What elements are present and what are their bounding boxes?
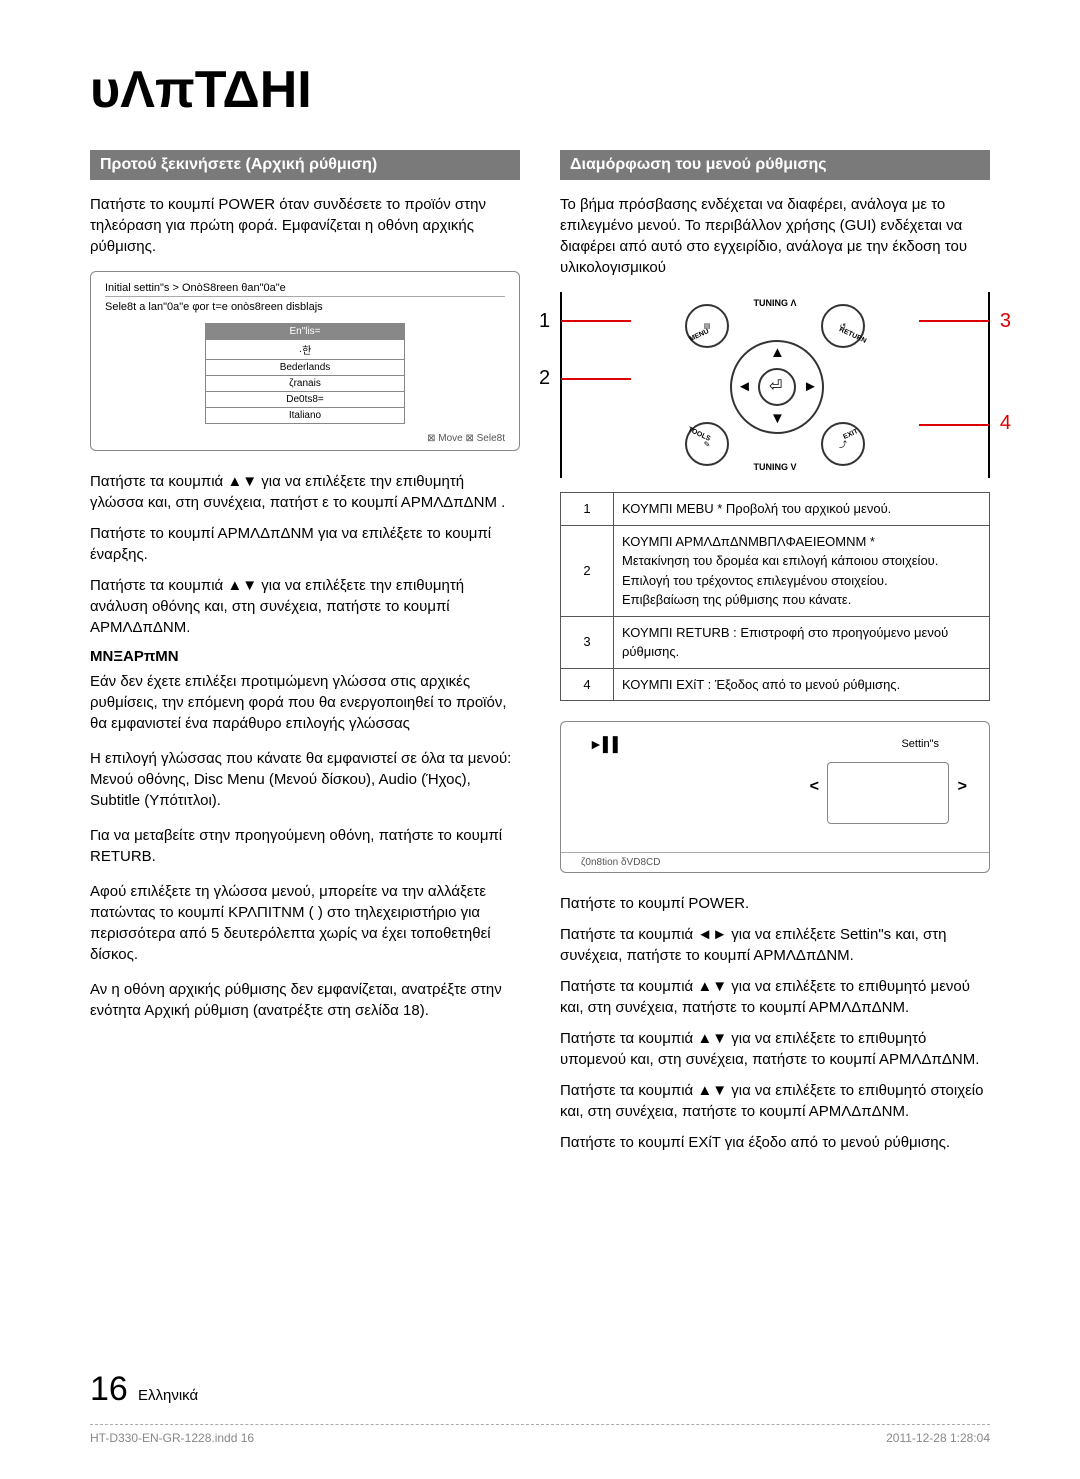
tuning-up-label: TUNING Λ xyxy=(753,298,796,308)
left-step-4: Πατήστε τα κουμπιά ▲▼ για να επιλέξετε τ… xyxy=(90,575,520,638)
right-step: Πατήστε το κουμπί POWER. xyxy=(560,893,990,914)
table-num: 2 xyxy=(561,525,614,616)
left-section-header: Προτού ξεκινήσετε (Αρχική ρύθμιση) xyxy=(90,150,520,180)
note-para: Εάν δεν έχετε επιλέξει προτιμώμενη γλώσσ… xyxy=(90,671,520,734)
callout-4: 4 xyxy=(1000,412,1011,435)
screen-footer: ⊠ Move ⊠ Sele8t xyxy=(105,433,505,444)
lang-item[interactable]: En"lis= xyxy=(205,323,405,340)
note-para: Αν η οθόνη αρχικής ρύθμισης δεν εμφανίζε… xyxy=(90,979,520,1021)
right-step: Πατήστε το κουμπί ΕΧίΤ για έξοδο από το … xyxy=(560,1132,990,1153)
table-row: 4 ΚΟΥΜΠΙ ΕΧίΤ : Έξοδος από το μενού ρύθμ… xyxy=(561,668,990,701)
left-step-1: Πατήστε το κουμπί POWER όταν συνδέσετε τ… xyxy=(90,194,520,257)
page-title: υΛπΤΔΗΙ xyxy=(90,60,990,120)
columns: Προτού ξεκινήσετε (Αρχική ρύθμιση) Πατήσ… xyxy=(90,150,990,1163)
left-step-2: Πατήστε τα κουμπιά ▲▼ για να επιλέξετε τ… xyxy=(90,471,520,513)
note-para: Αφού επιλέξετε τη γλώσσα μενού, μπορείτε… xyxy=(90,881,520,965)
osd-settings-label: Settin"s xyxy=(901,738,939,750)
exit-button[interactable]: ⤴ xyxy=(821,422,865,466)
enter-icon: ⏎ xyxy=(769,376,782,396)
footer-meta: HT-D330-EN-GR-1228.indd 16 2011-12-28 1:… xyxy=(90,1424,990,1445)
lang-item[interactable]: ζranais xyxy=(205,375,405,392)
osd-right-arrow[interactable]: > xyxy=(958,778,967,796)
table-desc: ΚΟΥΜΠΙ ΑΡΜΛΔπΔΝΜΒΠΛΦΑΕΙΕΟΜΝΜ * Μετακίνησ… xyxy=(614,525,990,616)
table-num: 4 xyxy=(561,668,614,701)
table-row: 3 ΚΟΥΜΠΙ RETURB : Επιστροφή στο προηγούμ… xyxy=(561,616,990,668)
footer-file: HT-D330-EN-GR-1228.indd 16 xyxy=(90,1431,254,1445)
note-heading: ΜΝΞΑΡπΜΝ xyxy=(90,648,520,665)
right-step: Πατήστε τα κουμπιά ▲▼ για να επιλέξετε τ… xyxy=(560,976,990,1018)
initial-settings-screen: Initial settin"s > OnòS8reen θan"0a"e Se… xyxy=(90,271,520,451)
table-desc: ΚΟΥΜΠΙ ΜΕΒU * Προβολή του αρχικού μενού. xyxy=(614,493,990,526)
left-column: Προτού ξεκινήσετε (Αρχική ρύθμιση) Πατήσ… xyxy=(90,150,520,1163)
table-row: 2 ΚΟΥΜΠΙ ΑΡΜΛΔπΔΝΜΒΠΛΦΑΕΙΕΟΜΝΜ * Μετακίν… xyxy=(561,525,990,616)
osd-left-arrow[interactable]: < xyxy=(810,778,819,796)
osd-screen: ►▌▌ Settin"s < > ζ0n8tion δVD8CD xyxy=(560,721,990,873)
table-num: 3 xyxy=(561,616,614,668)
lang-item[interactable]: ·한 xyxy=(205,339,405,360)
osd-settings-box[interactable] xyxy=(827,762,949,824)
language-list: En"lis= ·한 Bederlands ζranais De0ts8= It… xyxy=(205,323,405,424)
table-desc: ΚΟΥΜΠΙ ΕΧίΤ : Έξοδος από το μενού ρύθμισ… xyxy=(614,668,990,701)
left-icon[interactable] xyxy=(737,378,752,395)
callout-3: 3 xyxy=(1000,310,1011,333)
right-step: Πατήστε τα κουμπιά ▲▼ για να επιλέξετε τ… xyxy=(560,1080,990,1122)
down-icon[interactable] xyxy=(770,410,785,427)
page-number: 16 Ελληνικά xyxy=(90,1370,198,1409)
screen-subtitle: Sele8t a lan"0a"e φor t=e onòs8reen disb… xyxy=(105,296,505,313)
lang-item[interactable]: Italiano xyxy=(205,407,405,424)
right-section-header: Διαμόρφωση του μενού ρύθμισης xyxy=(560,150,990,180)
screen-title: Initial settin"s > OnòS8reen θan"0a"e xyxy=(105,282,505,294)
osd-footer: ζ0n8tion δVD8CD xyxy=(561,852,989,872)
remote-diagram: 1 2 3 4 TUNING Λ TUNING V ▤ MENU xyxy=(560,292,990,478)
page: υΛπΤΔΗΙ Προτού ξεκινήσετε (Αρχική ρύθμισ… xyxy=(0,0,1080,1479)
right-column: Διαμόρφωση του μενού ρύθμισης Το βήμα πρ… xyxy=(560,150,990,1163)
page-language: Ελληνικά xyxy=(138,1387,198,1404)
table-row: 1 ΚΟΥΜΠΙ ΜΕΒU * Προβολή του αρχικού μενο… xyxy=(561,493,990,526)
enter-button[interactable]: ⏎ xyxy=(758,368,796,406)
callout-1: 1 xyxy=(539,310,550,333)
play-pause-icon: ►▌▌ xyxy=(589,736,623,752)
table-desc: ΚΟΥΜΠΙ RETURB : Επιστροφή στο προηγούμεν… xyxy=(614,616,990,668)
left-step-3: Πατήστε το κουμπί ΑΡΜΛΔπΔΝΜ για να επιλέ… xyxy=(90,523,520,565)
page-number-value: 16 xyxy=(90,1370,128,1408)
right-step: Πατήστε τα κουμπιά ◄► για να επιλέξετε S… xyxy=(560,924,990,966)
tuning-down-label: TUNING V xyxy=(753,462,796,472)
table-num: 1 xyxy=(561,493,614,526)
note-para: Η επιλογή γλώσσας που κάνατε θα εμφανιστ… xyxy=(90,748,520,811)
footer-date: 2011-12-28 1:28:04 xyxy=(886,1431,990,1445)
lang-item[interactable]: Bederlands xyxy=(205,359,405,376)
right-step: Πατήστε τα κουμπιά ▲▼ για να επιλέξετε τ… xyxy=(560,1028,990,1070)
note-para: Για να μεταβείτε στην προηγούμενη οθόνη,… xyxy=(90,825,520,867)
lang-item[interactable]: De0ts8= xyxy=(205,391,405,408)
callout-2: 2 xyxy=(539,367,550,390)
right-icon[interactable] xyxy=(803,378,818,395)
button-description-table: 1 ΚΟΥΜΠΙ ΜΕΒU * Προβολή του αρχικού μενο… xyxy=(560,492,990,701)
right-intro: Το βήμα πρόσβασης ενδέχεται να διαφέρει,… xyxy=(560,194,990,278)
up-icon[interactable] xyxy=(770,344,785,361)
